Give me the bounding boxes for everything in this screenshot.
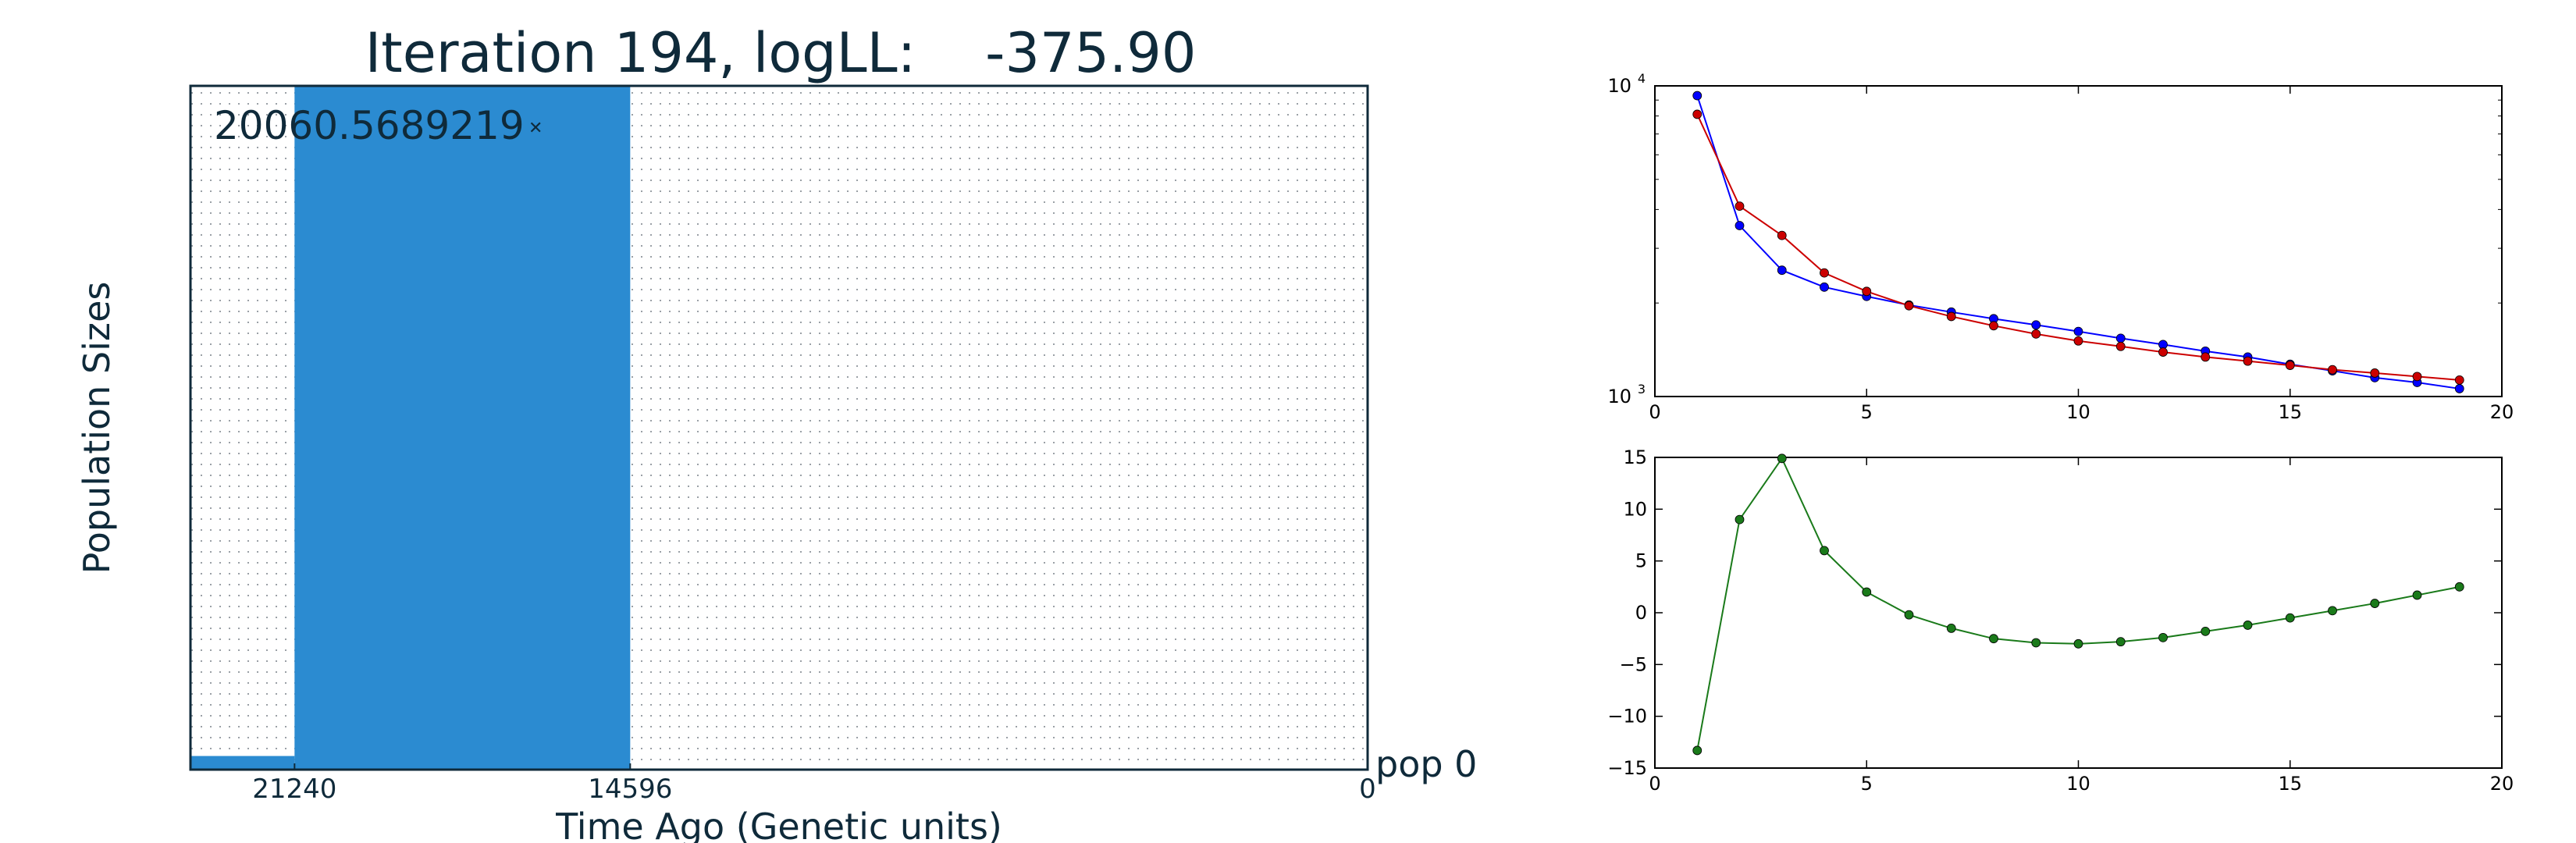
x-ticks: 21240 14596 0 (252, 763, 1376, 805)
x-tick-label: 5 (1861, 401, 1873, 423)
bottom-plot-frame (1654, 457, 2503, 769)
series-0-point (1904, 610, 1914, 620)
series-1-point (1777, 230, 1787, 240)
y-tick-label: 10 (1623, 498, 1647, 520)
series-0-point (2328, 606, 2337, 616)
series-0-point (2115, 333, 2126, 343)
series-0-point (2243, 621, 2253, 630)
series-1-point (2158, 347, 2168, 357)
series-1-point (2285, 361, 2295, 370)
series-0-point (1946, 624, 1956, 633)
y-tick-exponent: 3 (1638, 382, 1646, 397)
series-0-point (2285, 613, 2295, 623)
x-tick-label: 21240 (252, 774, 336, 805)
series-1-point (1989, 321, 1998, 331)
series-0-point (1862, 587, 1872, 597)
series-1-point (1862, 286, 1872, 297)
y-tick-label: 0 (1635, 602, 1647, 624)
series-0-point (1989, 634, 1998, 644)
series-0-point (1820, 282, 1829, 292)
series-0-point (1692, 91, 1703, 101)
series-0-point (2454, 384, 2464, 393)
y-tick-label: 15 (1623, 446, 1647, 468)
series-0-point (1692, 745, 1703, 756)
epoch-bars (190, 86, 631, 770)
size-annotation: 20060.5689219 (214, 103, 525, 148)
x-axis-label: Time Ago (Genetic units) (555, 806, 1002, 843)
series-0-point (2031, 320, 2041, 330)
series-1-point (2328, 365, 2337, 375)
series-1-point (2115, 341, 2126, 351)
series-0-point (2370, 599, 2380, 608)
x-tick-label: 20 (2490, 773, 2514, 795)
x-tick-label: 5 (1861, 773, 1873, 795)
chart-title: Iteration 194, logLL: -375.90 (365, 21, 1197, 85)
series-1-point (1946, 311, 1956, 322)
series-1-point (2073, 336, 2083, 346)
series-0-point (1777, 454, 1787, 464)
series-1-point (2243, 356, 2253, 366)
top-plot-frame (1654, 85, 2503, 397)
series-1-point (2031, 329, 2041, 339)
series-0-point (2201, 626, 2211, 636)
y-tick-exponent: 4 (1638, 71, 1646, 86)
plot-frame (189, 84, 1369, 771)
y-tick-label: 5 (1635, 550, 1647, 572)
series-0-point (2454, 582, 2464, 592)
x-tick-label: 15 (2278, 773, 2302, 795)
series-0-point (2158, 632, 2168, 642)
bottom-axes: 0 5 10 15 20 15 10 5 0 −5 −10 −15 (1607, 446, 2514, 795)
x-tick-label: 10 (2066, 401, 2090, 423)
pop-label: pop 0 (1375, 743, 1477, 785)
series-0-point (1735, 221, 1745, 230)
y-axis-label: Population Sizes (76, 282, 118, 574)
x-tick-label: 20 (2490, 401, 2514, 423)
series-1-point (1820, 268, 1829, 278)
series-1-point (1735, 201, 1745, 212)
x-tick-label: 0 (1649, 773, 1660, 795)
right-top-panel: 0 5 10 15 20 10 3 10 4 (1607, 71, 2514, 423)
top-axes: 0 5 10 15 20 10 3 10 4 (1607, 71, 2514, 423)
left-panel: Iteration 194, logLL: -375.90 20060.5689… (76, 21, 1477, 843)
series-0-point (2073, 638, 2083, 649)
series-0-point (1820, 546, 1829, 556)
x-tick-label: 0 (1359, 774, 1376, 805)
right-bottom-panel: 0 5 10 15 20 15 10 5 0 −5 −10 −15 (1607, 446, 2514, 795)
bottom-series (1692, 454, 2464, 756)
y-tick-label: −5 (1620, 653, 1647, 675)
epoch-bar-0 (190, 756, 295, 770)
series-0-point (2115, 637, 2126, 647)
annotation-marker-icon: ✕ (528, 119, 543, 138)
y-tick-label: 10 (1607, 386, 1631, 407)
series-0-point (2073, 326, 2083, 336)
series-1-point (2201, 352, 2211, 362)
series-0-point (1777, 265, 1787, 276)
x-tick-label: 10 (2066, 773, 2090, 795)
x-tick-label: 0 (1649, 401, 1660, 423)
x-tick-label: 14596 (588, 774, 672, 805)
epoch-bar-1 (294, 86, 631, 770)
top-series (1692, 91, 2464, 393)
series-1-point (1692, 109, 1703, 119)
series-1-point (2412, 372, 2422, 382)
y-tick-label: −10 (1607, 706, 1647, 727)
series-1-point (2454, 375, 2464, 385)
series-0-point (2412, 590, 2422, 600)
series-1-point (2370, 368, 2380, 378)
y-tick-label: −15 (1607, 757, 1647, 779)
series-0-point (1735, 514, 1745, 525)
y-tick-label: 10 (1607, 75, 1631, 97)
series-0-point (2031, 638, 2041, 648)
series-1-point (1904, 301, 1914, 311)
x-tick-label: 15 (2278, 401, 2302, 423)
